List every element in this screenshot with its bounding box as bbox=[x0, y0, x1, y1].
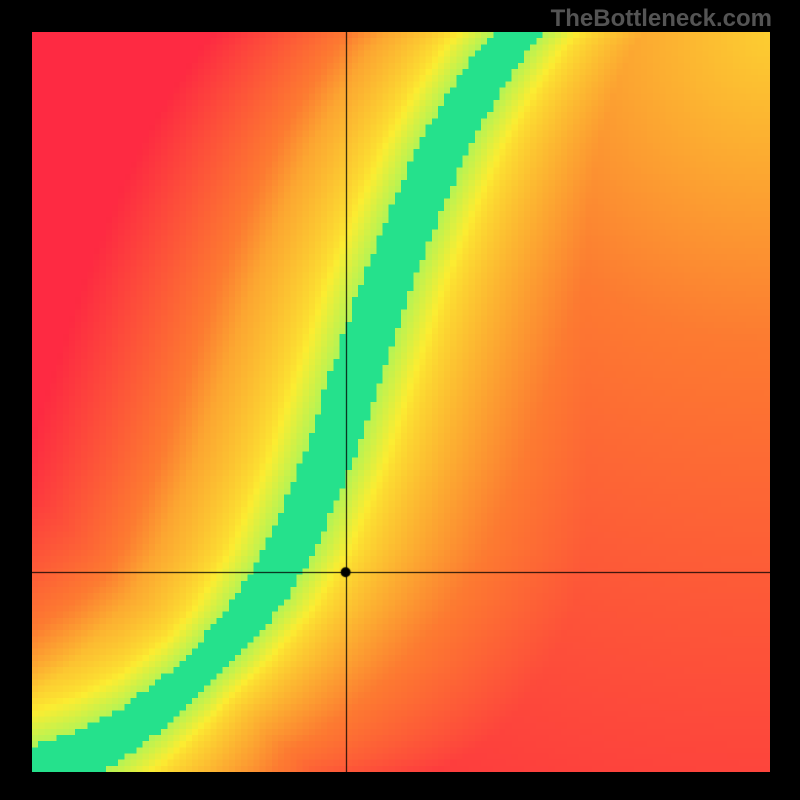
chart-container: TheBottleneck.com bbox=[0, 0, 800, 800]
watermark-text: TheBottleneck.com bbox=[551, 5, 772, 33]
overlay-canvas bbox=[32, 32, 770, 772]
